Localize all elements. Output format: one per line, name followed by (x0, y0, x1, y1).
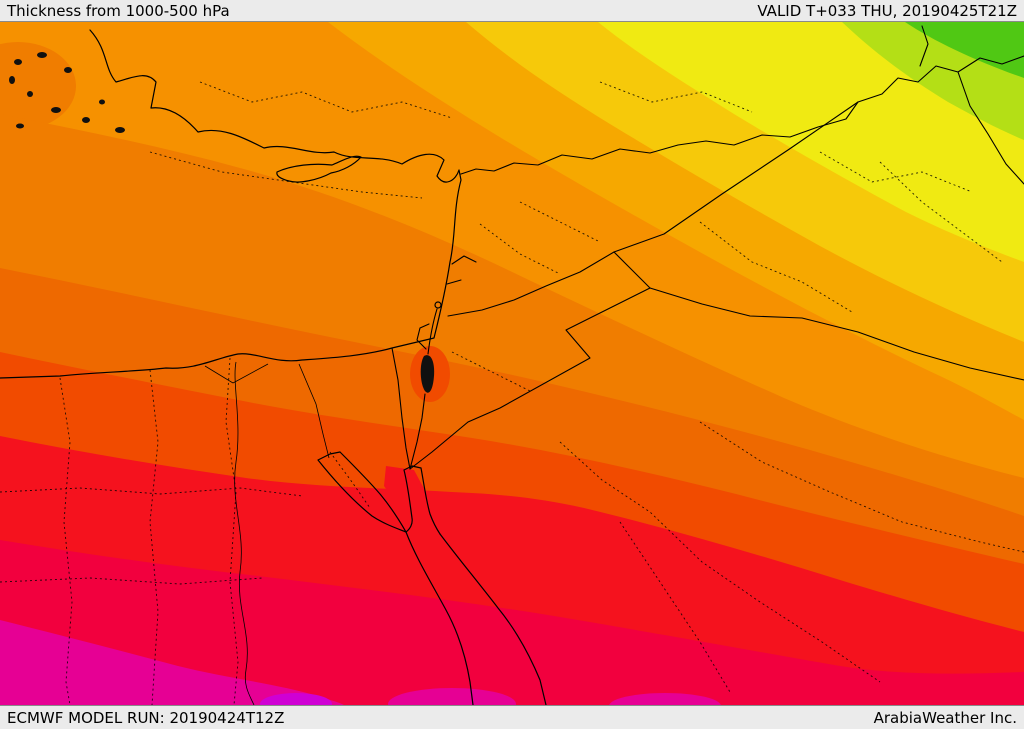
coastline-cyprus-island (276, 155, 362, 183)
aegean-islands (9, 52, 125, 133)
rivers (204, 361, 330, 705)
map-title: Thickness from 1000-500 hPa (7, 1, 230, 20)
island (9, 76, 15, 84)
border-jordan-saudi (409, 287, 651, 470)
band-crimson (0, 540, 1024, 705)
coastline-gulf-of-suez (317, 451, 407, 533)
island (37, 52, 47, 58)
suez-canal (298, 363, 330, 459)
border-iraq-saudi (649, 287, 1024, 381)
border-turkey-iraq (857, 55, 1024, 103)
top-bar: Thickness from 1000-500 hPa VALID T+033 … (0, 0, 1024, 22)
thickness-map-svg (0, 22, 1024, 705)
river-jordan (427, 308, 438, 355)
admin-syria (479, 201, 601, 275)
border-jordan-iraq (613, 251, 651, 289)
island (64, 67, 72, 73)
blob-purple (260, 693, 332, 705)
coastline-mediterranean (0, 29, 462, 379)
nile-river (234, 361, 255, 705)
blob-magenta-center (388, 688, 516, 705)
dead-sea (420, 355, 435, 393)
border-iraq-iran (957, 71, 1024, 185)
island (115, 127, 125, 133)
valid-time-label: VALID T+033 THU, 20190425T21Z (757, 1, 1017, 20)
credit-label: ArabiaWeather Inc. (873, 708, 1017, 727)
thickness-map (0, 22, 1024, 705)
admin-boundaries (0, 81, 1024, 705)
border-west-bank (416, 323, 430, 350)
border-egypt-israel (391, 347, 411, 470)
island (99, 99, 105, 105)
coastline-red-sea (405, 531, 547, 705)
border-lebanon (446, 255, 477, 285)
border-syria-jordan (447, 251, 615, 317)
coastline-gulf-of-aqaba (403, 465, 441, 535)
island (16, 123, 24, 129)
admin-turkey (149, 81, 973, 199)
island (27, 91, 33, 97)
border-syria-iraq (613, 101, 859, 253)
admin-saudi (559, 421, 1024, 693)
band-magenta-left (0, 620, 344, 705)
blob-magenta-right (609, 693, 721, 705)
color-bands (0, 22, 1024, 705)
bottom-bar: ECMWF MODEL RUN: 20190424T12Z ArabiaWeat… (0, 705, 1024, 729)
border-israel-jordan (409, 393, 426, 470)
sea-of-galilee (434, 301, 442, 309)
nile-delta-branches (204, 363, 269, 384)
admin-egypt (0, 357, 371, 705)
blob-red-sea-warm-tongue (384, 466, 452, 534)
country-borders (391, 25, 1024, 470)
model-run-label: ECMWF MODEL RUN: 20190424T12Z (7, 708, 285, 727)
border-turkey-armenia-spur (919, 25, 929, 67)
coastlines (0, 29, 547, 705)
island (14, 59, 22, 65)
island (82, 117, 90, 123)
island (51, 107, 61, 113)
border-turkey-syria (460, 101, 859, 175)
